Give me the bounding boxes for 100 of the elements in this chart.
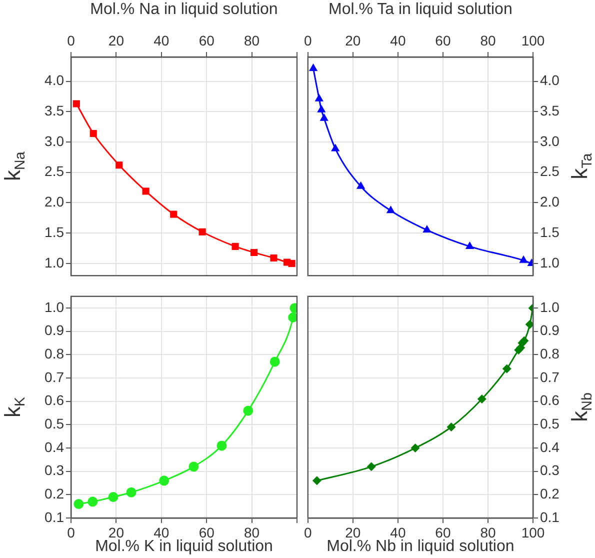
y-tick-label: 3.0 xyxy=(540,132,560,149)
point xyxy=(243,406,254,416)
point xyxy=(216,440,227,451)
y-tick-label: 0.2 xyxy=(44,486,64,502)
x-tick-label: 60 xyxy=(198,32,215,48)
point xyxy=(170,210,178,218)
y-tick-label: 1.5 xyxy=(44,224,64,240)
y-tick-label: 3.0 xyxy=(44,132,64,149)
point xyxy=(446,422,456,432)
x-tick-label: 0 xyxy=(304,524,312,540)
y-tick-label: 2.0 xyxy=(44,194,64,210)
y-tick-label: 0.8 xyxy=(44,346,64,362)
point xyxy=(519,255,528,263)
y-tick-label: 0.4 xyxy=(540,438,560,455)
point xyxy=(232,242,239,250)
y-tick-label: 1.0 xyxy=(540,254,560,270)
x-axis-title: Mol.% Ta in liquid solution xyxy=(328,1,512,18)
point xyxy=(317,104,326,112)
point xyxy=(116,162,123,169)
point xyxy=(422,225,432,233)
y-tick-label: 0.7 xyxy=(540,368,560,385)
y-tick-label: 0.1 xyxy=(44,508,64,525)
y-axis-title: kNb xyxy=(567,392,595,422)
y-tick-label: 2.5 xyxy=(44,163,64,180)
point xyxy=(72,100,80,108)
point xyxy=(520,336,529,346)
point xyxy=(88,496,98,507)
x-tick-label: 40 xyxy=(154,524,170,540)
point xyxy=(74,499,84,510)
x-tick-label: 100 xyxy=(521,32,545,48)
point xyxy=(198,228,206,236)
y-tick-label: 2.5 xyxy=(540,163,560,180)
y-tick-label: 2.0 xyxy=(540,194,560,210)
y-tick-label: 1.0 xyxy=(540,298,560,315)
point xyxy=(314,94,324,102)
y-tick-label: 3.5 xyxy=(540,102,560,119)
point xyxy=(410,444,420,453)
y-tick-label: 0.6 xyxy=(540,392,560,408)
y-tick-label: 0.9 xyxy=(44,322,64,338)
point xyxy=(312,476,322,486)
x-tick-label: 40 xyxy=(154,32,170,48)
y-tick-label: 0.5 xyxy=(540,416,560,432)
point xyxy=(270,356,280,367)
x-tick-label: 60 xyxy=(435,32,451,48)
point xyxy=(188,462,199,472)
x-axis-title: Mol.% Na in liquid solution xyxy=(90,1,278,18)
point xyxy=(108,492,118,502)
y-tick-label: 1.5 xyxy=(540,224,560,240)
y-tick-label: 4.0 xyxy=(44,72,64,88)
y-tick-label: 1.0 xyxy=(44,298,64,315)
y-axis-title: kNa xyxy=(0,152,29,181)
point xyxy=(465,241,474,249)
point xyxy=(142,188,150,195)
x-tick-label: 100 xyxy=(521,524,545,540)
point xyxy=(525,320,533,329)
y-tick-label: 3.5 xyxy=(44,102,64,119)
y-tick-label: 4.0 xyxy=(540,72,560,88)
y-tick-label: 0.4 xyxy=(44,438,64,455)
point xyxy=(288,312,297,322)
x-axis-title: Mol.% K in liquid solution xyxy=(95,538,273,555)
x-tick-label: 0 xyxy=(67,524,76,540)
x-tick-label: 40 xyxy=(390,32,406,48)
x-tick-label: 60 xyxy=(435,524,451,540)
x-tick-label: 20 xyxy=(345,524,361,540)
x-tick-label: 80 xyxy=(480,32,496,48)
point xyxy=(331,144,340,152)
point xyxy=(288,260,296,267)
y-tick-label: 0.7 xyxy=(44,368,64,385)
y-tick-label: 0.5 xyxy=(44,416,64,432)
y-tick-label: 0.9 xyxy=(540,322,560,338)
point xyxy=(356,181,366,189)
point xyxy=(126,487,136,498)
x-tick-label: 20 xyxy=(345,32,361,48)
point xyxy=(320,113,328,121)
x-tick-label: 80 xyxy=(480,524,496,540)
y-tick-label: 1.0 xyxy=(44,254,64,270)
x-tick-label: 20 xyxy=(108,524,124,540)
y-tick-label: 0.2 xyxy=(540,486,560,502)
x-tick-label: 80 xyxy=(244,32,260,48)
point xyxy=(502,364,512,374)
y-tick-label: 0.3 xyxy=(540,462,560,478)
point xyxy=(90,130,97,138)
point xyxy=(250,248,258,256)
y-axis-title: kK xyxy=(0,396,29,418)
point xyxy=(366,462,376,472)
x-tick-label: 40 xyxy=(390,524,406,540)
y-axis-title: kTa xyxy=(567,153,595,180)
point xyxy=(308,64,318,72)
point xyxy=(270,254,278,262)
x-tick-label: 60 xyxy=(198,524,215,540)
point xyxy=(386,206,396,214)
y-tick-label: 0.6 xyxy=(44,392,64,408)
x-tick-label: 80 xyxy=(244,524,260,540)
y-tick-label: 0.8 xyxy=(540,346,560,362)
x-tick-label: 0 xyxy=(304,32,312,48)
x-tick-label: 20 xyxy=(108,32,124,48)
x-tick-label: 0 xyxy=(67,32,76,48)
x-axis-title: Mol.% Nb in liquid solution xyxy=(326,538,514,555)
point xyxy=(477,394,486,404)
point xyxy=(159,476,170,486)
